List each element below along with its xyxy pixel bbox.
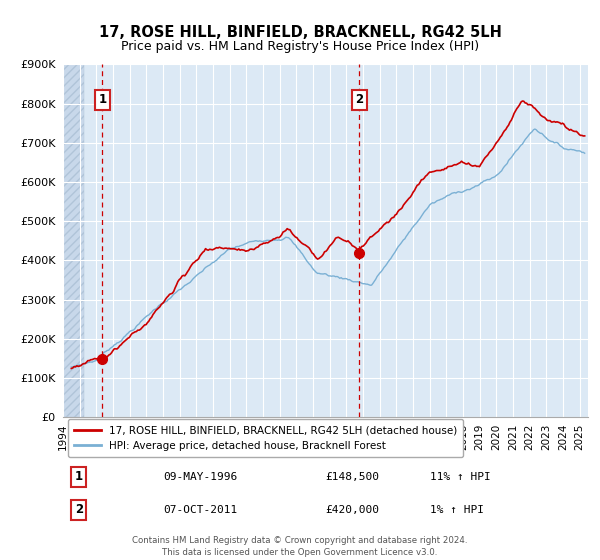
Text: 07-OCT-2011: 07-OCT-2011 [163, 505, 237, 515]
Legend: 17, ROSE HILL, BINFIELD, BRACKNELL, RG42 5LH (detached house), HPI: Average pric: 17, ROSE HILL, BINFIELD, BRACKNELL, RG42… [68, 419, 463, 457]
Text: £420,000: £420,000 [325, 505, 380, 515]
Text: Price paid vs. HM Land Registry's House Price Index (HPI): Price paid vs. HM Land Registry's House … [121, 40, 479, 53]
Text: £148,500: £148,500 [325, 472, 380, 482]
Text: 09-MAY-1996: 09-MAY-1996 [163, 472, 237, 482]
Text: Contains HM Land Registry data © Crown copyright and database right 2024.
This d: Contains HM Land Registry data © Crown c… [132, 536, 468, 557]
Text: 17, ROSE HILL, BINFIELD, BRACKNELL, RG42 5LH: 17, ROSE HILL, BINFIELD, BRACKNELL, RG42… [98, 25, 502, 40]
Text: 2: 2 [74, 503, 83, 516]
Text: 11% ↑ HPI: 11% ↑ HPI [431, 472, 491, 482]
Text: 1: 1 [98, 93, 106, 106]
Bar [63, 64, 84, 417]
Text: 2: 2 [355, 93, 363, 106]
Text: 1% ↑ HPI: 1% ↑ HPI [431, 505, 485, 515]
Text: 1: 1 [74, 470, 83, 483]
